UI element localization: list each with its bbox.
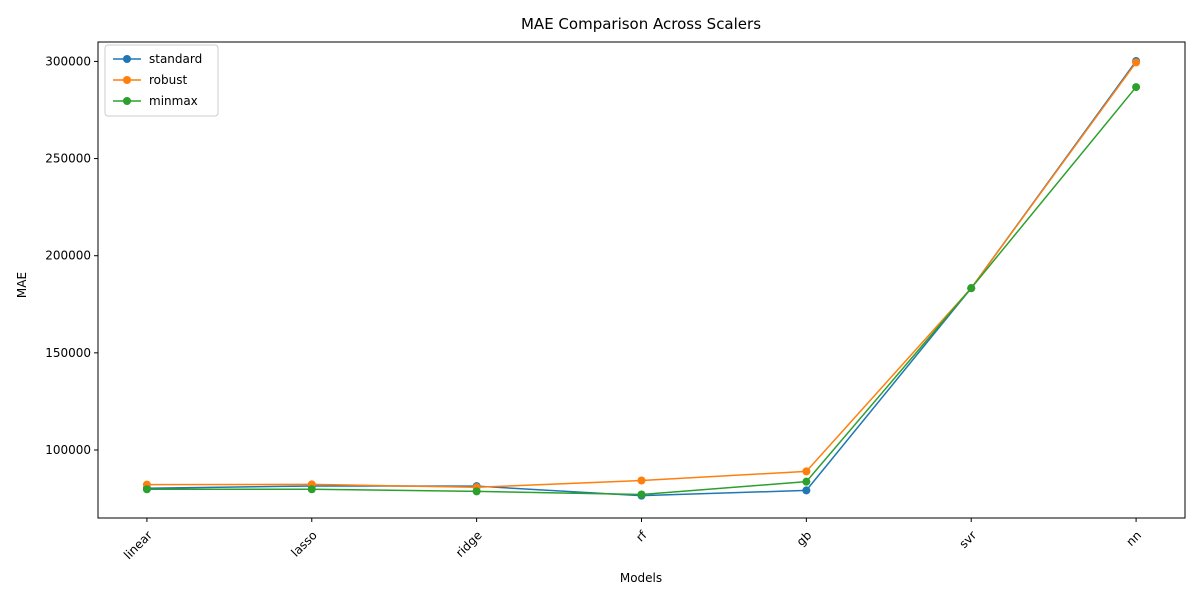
x-tick-label-rf: rf xyxy=(633,528,650,545)
y-tick-label-0: 100000 xyxy=(45,443,91,457)
data-point-robust-nn xyxy=(1132,58,1141,67)
data-point-minmax-nn xyxy=(1132,83,1141,92)
plot-frame xyxy=(97,41,1186,519)
data-point-robust-rf xyxy=(637,476,646,485)
data-point-minmax-lasso xyxy=(307,485,316,494)
legend-box xyxy=(104,44,219,117)
data-point-minmax-linear xyxy=(142,485,151,494)
series-line-standard xyxy=(146,60,1137,497)
data-point-standard-gb xyxy=(802,486,811,495)
legend-marker-robust xyxy=(123,76,131,84)
x-tick-label-linear: linear xyxy=(121,528,155,562)
chart-title: MAE Comparison Across Scalers xyxy=(521,15,761,33)
y-tick-label-4: 300000 xyxy=(45,54,91,68)
legend-marker-standard xyxy=(123,55,131,63)
legend-label-robust: robust xyxy=(149,73,187,87)
x-tick-label-gb: gb xyxy=(794,528,815,549)
x-axis-title: Models xyxy=(620,571,662,585)
x-tick-label-nn: nn xyxy=(1123,528,1144,549)
x-tick-label-svr: svr xyxy=(956,528,979,551)
y-tick-label-2: 200000 xyxy=(45,249,91,263)
legend-marker-minmax xyxy=(123,97,131,105)
x-tick-label-lasso: lasso xyxy=(288,528,319,559)
legend: standard robust minmax xyxy=(104,44,219,117)
legend-label-standard: standard xyxy=(149,52,202,66)
series-line-robust xyxy=(146,61,1137,489)
data-point-minmax-rf xyxy=(637,490,646,499)
y-axis-title: MAE xyxy=(15,272,29,298)
y-tick-label-1: 150000 xyxy=(45,346,91,360)
series-line-minmax xyxy=(146,86,1137,496)
data-point-robust-gb xyxy=(802,467,811,476)
data-point-minmax-ridge xyxy=(472,487,481,496)
data-point-minmax-svr xyxy=(967,284,976,293)
legend-label-minmax: minmax xyxy=(149,94,198,108)
x-tick-label-ridge: ridge xyxy=(453,528,485,560)
data-point-minmax-gb xyxy=(802,477,811,486)
y-tick-label-3: 250000 xyxy=(45,152,91,166)
plot-area xyxy=(142,57,1141,500)
